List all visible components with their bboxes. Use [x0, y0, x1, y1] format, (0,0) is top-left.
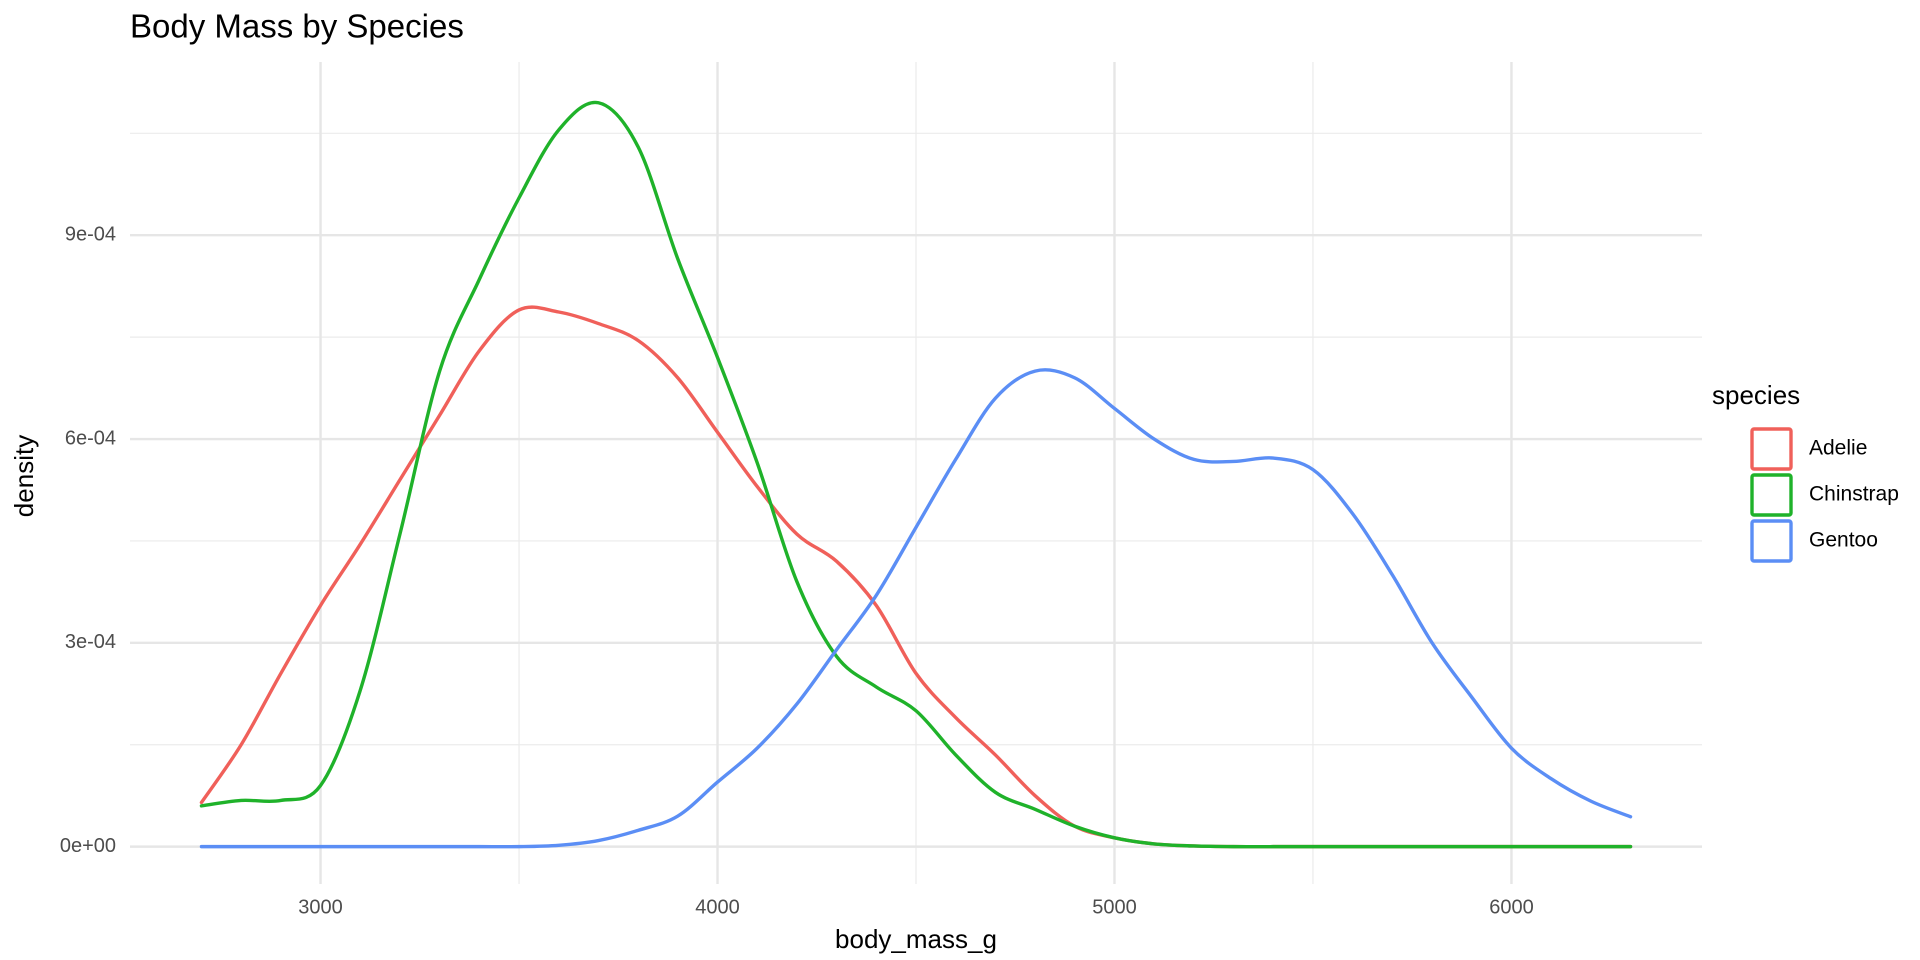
y-tick-label: 0e+00	[60, 835, 116, 857]
y-axis-title: density	[9, 435, 39, 517]
x-tick-label: 3000	[298, 896, 343, 918]
density-line	[199, 368, 1633, 849]
x-axis-title: body_mass_g	[835, 924, 997, 954]
y-tick-label: 6e-04	[65, 427, 116, 449]
x-tick-label: 5000	[1092, 896, 1137, 918]
legend-key	[1750, 427, 1793, 471]
legend-key	[1750, 473, 1793, 517]
legend-title: species	[1712, 380, 1800, 410]
chart-title: Body Mass by Species	[130, 8, 464, 45]
x-tick-label: 4000	[695, 896, 740, 918]
y-tick-label: 9e-04	[65, 224, 116, 246]
y-tick-label: 3e-04	[65, 631, 116, 653]
legend-label: Gentoo	[1809, 529, 1878, 552]
x-tick-label: 6000	[1489, 896, 1534, 918]
legend-label: Chinstrap	[1809, 483, 1899, 506]
density-line	[199, 100, 1633, 849]
legend-label: Adelie	[1809, 437, 1867, 460]
legend-key	[1750, 519, 1793, 563]
